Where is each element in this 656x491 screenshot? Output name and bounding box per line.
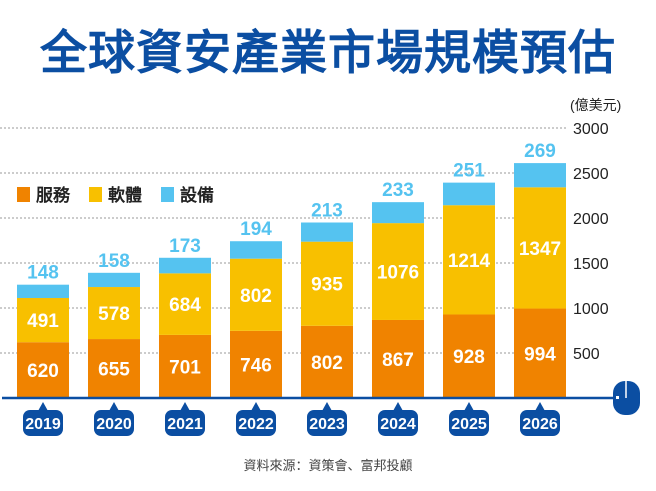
bar-segment-服務 [88, 339, 140, 398]
unit-label: (億美元) [570, 97, 621, 113]
bar-segment-軟體 [301, 241, 353, 326]
year-pointer [322, 402, 332, 411]
bar-segment-軟體 [159, 273, 211, 335]
bar-segment-軟體 [17, 298, 69, 343]
source-note: 資料來源：資策會、富邦投顧 [243, 459, 413, 474]
bar-segment-服務 [372, 319, 424, 398]
chart-title: 全球資安產業市場規模預估 [40, 26, 616, 81]
bar-segment-軟體 [88, 287, 140, 340]
legend-swatch [17, 187, 30, 202]
year-pill [449, 410, 489, 436]
bar-segment-設備 [17, 284, 69, 299]
year-pill [23, 410, 63, 436]
data-label: 578 [98, 304, 130, 325]
year-pill [520, 410, 560, 436]
data-label: 1214 [448, 251, 491, 272]
y-tick-label: 1000 [573, 301, 609, 318]
data-label: 269 [524, 141, 556, 162]
year-pointer [464, 402, 474, 411]
bar-segment-設備 [443, 182, 495, 206]
x-tick-label: 2020 [96, 416, 132, 433]
bar-segment-軟體 [230, 258, 282, 331]
x-tick-label: 2022 [238, 416, 274, 433]
legend-label: 軟體 [108, 185, 142, 205]
year-pointer [393, 402, 403, 411]
data-label: 746 [240, 355, 272, 376]
bar-segment-服務 [230, 330, 282, 398]
data-label: 655 [98, 360, 130, 381]
y-tick-label: 500 [573, 346, 600, 363]
data-label: 251 [453, 161, 485, 182]
year-pointer [535, 402, 545, 411]
data-label: 701 [169, 357, 201, 378]
data-label: 802 [240, 286, 272, 307]
mouse-icon-button [616, 396, 619, 399]
data-label: 158 [98, 251, 130, 272]
bar-segment-服務 [301, 325, 353, 398]
x-tick-label: 2019 [25, 416, 61, 433]
x-tick-label: 2026 [522, 416, 558, 433]
data-label: 802 [311, 353, 343, 374]
year-pointer [251, 402, 261, 411]
data-label: 867 [382, 350, 414, 371]
legend-swatch [89, 187, 102, 202]
data-label: 684 [169, 295, 201, 316]
year-pill [236, 410, 276, 436]
bar-segment-設備 [514, 163, 566, 188]
x-tick-label: 2024 [380, 416, 416, 433]
data-label: 194 [240, 219, 272, 240]
data-label: 994 [524, 344, 556, 365]
x-tick-label: 2023 [309, 416, 345, 433]
y-tick-label: 1500 [573, 256, 609, 273]
bar-segment-設備 [88, 272, 140, 288]
data-label: 1347 [519, 239, 561, 260]
y-tick-label: 2000 [573, 211, 609, 228]
year-pill [378, 410, 418, 436]
bar-segment-軟體 [372, 223, 424, 320]
data-label: 1076 [377, 263, 419, 284]
y-tick-label: 2500 [573, 166, 609, 183]
year-pill [94, 410, 134, 436]
bar-segment-服務 [514, 308, 566, 398]
bar-segment-軟體 [514, 187, 566, 309]
data-label: 173 [169, 236, 201, 257]
data-label: 620 [27, 361, 59, 382]
year-pointer [38, 402, 48, 411]
bar-segment-服務 [159, 334, 211, 398]
data-label: 148 [27, 263, 59, 284]
legend-label: 服務 [36, 185, 71, 205]
year-pill [307, 410, 347, 436]
year-pill [165, 410, 205, 436]
data-label: 935 [311, 275, 343, 296]
bar-segment-服務 [443, 314, 495, 398]
legend-label: 設備 [180, 185, 214, 205]
bar-segment-設備 [159, 257, 211, 274]
x-tick-label: 2021 [167, 416, 203, 433]
data-label: 928 [453, 347, 485, 368]
bar-segment-設備 [372, 202, 424, 224]
data-label: 233 [382, 180, 414, 201]
bar-segment-服務 [17, 342, 69, 398]
year-pointer [180, 402, 190, 411]
data-label: 491 [27, 311, 59, 332]
legend-swatch [161, 187, 174, 202]
bar-segment-設備 [301, 222, 353, 242]
x-tick-label: 2025 [451, 416, 487, 433]
data-label: 213 [311, 201, 343, 222]
y-tick-label: 3000 [573, 121, 609, 138]
bar-segment-設備 [230, 241, 282, 259]
bar-segment-軟體 [443, 205, 495, 315]
year-pointer [109, 402, 119, 411]
